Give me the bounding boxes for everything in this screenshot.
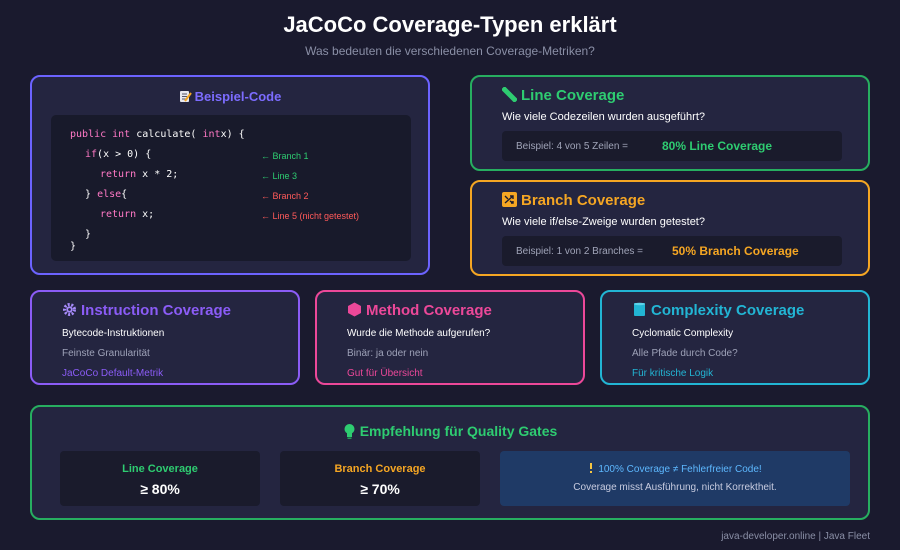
complexity-coverage-card: Complexity Coverage Cyclomatic Complexit… (600, 290, 870, 385)
hexagon-icon (348, 302, 361, 317)
recommendation-title-label: Empfehlung für Quality Gates (359, 423, 558, 439)
branch-coverage-result: 50% Branch Coverage (672, 244, 799, 258)
page-subtitle: Was bedeuten die verschiedenen Coverage-… (305, 44, 595, 58)
complexity-coverage-line-3: Für kritische Logik (632, 368, 714, 379)
code-line-2: if(x > 0) { (85, 149, 152, 160)
code-block: public int calculate( intx) { if(x > 0) … (51, 115, 411, 261)
code-line-3: return x * 2; (100, 169, 179, 180)
gear-icon (63, 303, 76, 316)
instruction-coverage-line-1: Bytecode-Instruktionen (62, 328, 165, 339)
method-coverage-line-1: Wurde die Methode aufgerufen? (347, 328, 491, 339)
line-coverage-gate: Line Coverage ≥ 80% (60, 451, 260, 506)
recommendation-title: Empfehlung für Quality Gates (32, 423, 868, 439)
instruction-coverage-card: Instruction Coverage Bytecode-Instruktio… (30, 290, 300, 385)
shuffle-icon (502, 192, 517, 207)
code-comment-branch-2: ← Branch 2 (261, 191, 309, 201)
line-coverage-gate-label: Line Coverage (122, 463, 198, 475)
code-heading: Beispiel-Code (32, 89, 428, 104)
lightbulb-icon (344, 424, 355, 439)
code-line-4: } else{ (85, 189, 128, 200)
method-coverage-line-3: Gut für Übersicht (347, 368, 423, 379)
code-comment-line-3: ← Line 3 (261, 171, 298, 181)
recommendation-card: Empfehlung für Quality Gates Line Covera… (30, 405, 870, 520)
code-comment-branch-1: ← Branch 1 (261, 151, 309, 161)
line-coverage-question: Wie viele Codezeilen wurden ausgeführt? (502, 111, 706, 123)
coverage-warning-line-2: Coverage misst Ausführung, nicht Korrekt… (573, 482, 777, 493)
coverage-warning-line-1: 100% Coverage ≠ Fehlerfreier Code! (500, 463, 850, 475)
coverage-warning-line-1-label: 100% Coverage ≠ Fehlerfreier Code! (598, 464, 762, 475)
code-line-1: public int calculate( intx) { (70, 129, 245, 140)
instruction-coverage-line-2: Feinste Granularität (62, 348, 150, 359)
method-coverage-card: Method Coverage Wurde die Methode aufger… (315, 290, 585, 385)
complexity-coverage-title: Complexity Coverage (632, 302, 804, 319)
branch-coverage-example: Beispiel: 1 von 2 Branches = 50% Branch … (502, 236, 842, 266)
instruction-coverage-title: Instruction Coverage (62, 302, 231, 319)
code-line-5: return x; (100, 209, 155, 220)
code-comment-line-5: ← Line 5 (nicht getestet) (261, 211, 360, 221)
code-line-7: } (70, 241, 77, 252)
branch-coverage-card: Branch Coverage Wie viele if/else-Zweige… (470, 180, 870, 276)
coverage-warning-note: 100% Coverage ≠ Fehlerfreier Code! Cover… (500, 451, 850, 506)
line-coverage-title: Line Coverage (501, 86, 625, 104)
branch-coverage-title: Branch Coverage (502, 192, 645, 209)
line-coverage-example-label: Beispiel: 4 von 5 Zeilen = (516, 141, 629, 152)
method-coverage-line-2: Binär: ja oder nein (347, 348, 429, 359)
line-coverage-result: 80% Line Coverage (662, 139, 773, 153)
line-coverage-card: Line Coverage Wie viele Codezeilen wurde… (470, 75, 870, 171)
instruction-coverage-line-3: JaCoCo Default-Metrik (62, 368, 164, 379)
branch-coverage-gate-label: Branch Coverage (334, 463, 426, 475)
memo-icon (179, 91, 192, 102)
cylinder-icon (634, 302, 645, 316)
complexity-coverage-title-label: Complexity Coverage (651, 302, 805, 319)
complexity-coverage-line-1: Cyclomatic Complexity (632, 328, 734, 339)
branch-coverage-title-label: Branch Coverage (521, 192, 646, 209)
footer-credit: java-developer.online | Java Fleet (721, 531, 870, 542)
line-coverage-gate-value: ≥ 80% (140, 481, 180, 497)
branch-coverage-example-label: Beispiel: 1 von 2 Branches = (516, 246, 644, 257)
branch-coverage-question: Wie viele if/else-Zweige wurden getestet… (502, 216, 705, 228)
branch-coverage-gate: Branch Coverage ≥ 70% (280, 451, 480, 506)
complexity-coverage-line-2: Alle Pfade durch Code? (632, 348, 738, 359)
ruler-icon (501, 86, 518, 103)
method-coverage-title-label: Method Coverage (366, 302, 492, 319)
page-title: JaCoCo Coverage-Typen erklärt (283, 12, 617, 37)
method-coverage-title: Method Coverage (347, 302, 492, 319)
code-heading-label: Beispiel-Code (194, 89, 282, 104)
line-coverage-title-label: Line Coverage (521, 87, 625, 104)
exclamation-icon (590, 463, 593, 473)
code-line-6: } (85, 229, 92, 240)
branch-coverage-gate-value: ≥ 70% (360, 481, 400, 497)
code-example-card: Beispiel-Code public int calculate( intx… (30, 75, 430, 275)
line-coverage-example: Beispiel: 4 von 5 Zeilen = 80% Line Cove… (502, 131, 842, 161)
instruction-coverage-title-label: Instruction Coverage (81, 302, 232, 319)
